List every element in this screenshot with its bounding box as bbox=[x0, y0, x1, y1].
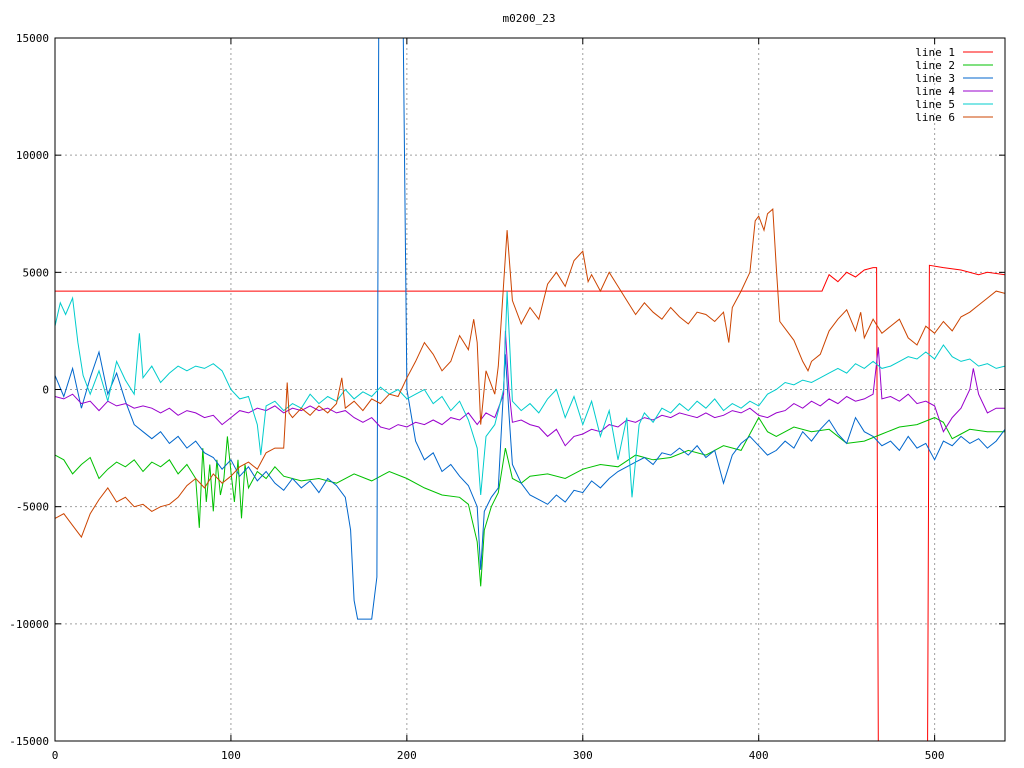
legend-label-2: line 2 bbox=[915, 59, 955, 72]
chart-title: m0200_23 bbox=[503, 12, 556, 25]
x-tick-label: 0 bbox=[52, 749, 59, 762]
legend-label-1: line 1 bbox=[915, 46, 955, 59]
y-tick-label: 0 bbox=[42, 384, 49, 397]
y-tick-label: -5000 bbox=[16, 501, 49, 514]
series-line-5 bbox=[55, 291, 1005, 498]
legend-label-5: line 5 bbox=[915, 98, 955, 111]
y-tick-label: 15000 bbox=[16, 32, 49, 45]
x-tick-label: 400 bbox=[749, 749, 769, 762]
series-line-6 bbox=[55, 208, 1005, 539]
series-lines bbox=[55, 38, 1005, 741]
x-tick-label: 200 bbox=[397, 749, 417, 762]
legend-label-3: line 3 bbox=[915, 72, 955, 85]
y-tick-label: -10000 bbox=[9, 618, 49, 631]
y-tick-label: -15000 bbox=[9, 735, 49, 748]
legend-label-4: line 4 bbox=[915, 85, 955, 98]
series-line-4 bbox=[55, 330, 1005, 447]
series-line-3 bbox=[55, 38, 1005, 620]
series-line-2 bbox=[55, 416, 1005, 587]
series-line-1 bbox=[55, 264, 1005, 741]
y-tick-label: 10000 bbox=[16, 149, 49, 162]
x-tick-label: 300 bbox=[573, 749, 593, 762]
x-tick-label: 500 bbox=[925, 749, 945, 762]
y-tick-label: 5000 bbox=[23, 266, 50, 279]
legend-label-6: line 6 bbox=[915, 111, 955, 124]
x-tick-label: 100 bbox=[221, 749, 241, 762]
axis-ticks: 0 100 200 300 400 500 -15000 -10000 -5000 0 5000 10… bbox=[9, 32, 1005, 762]
